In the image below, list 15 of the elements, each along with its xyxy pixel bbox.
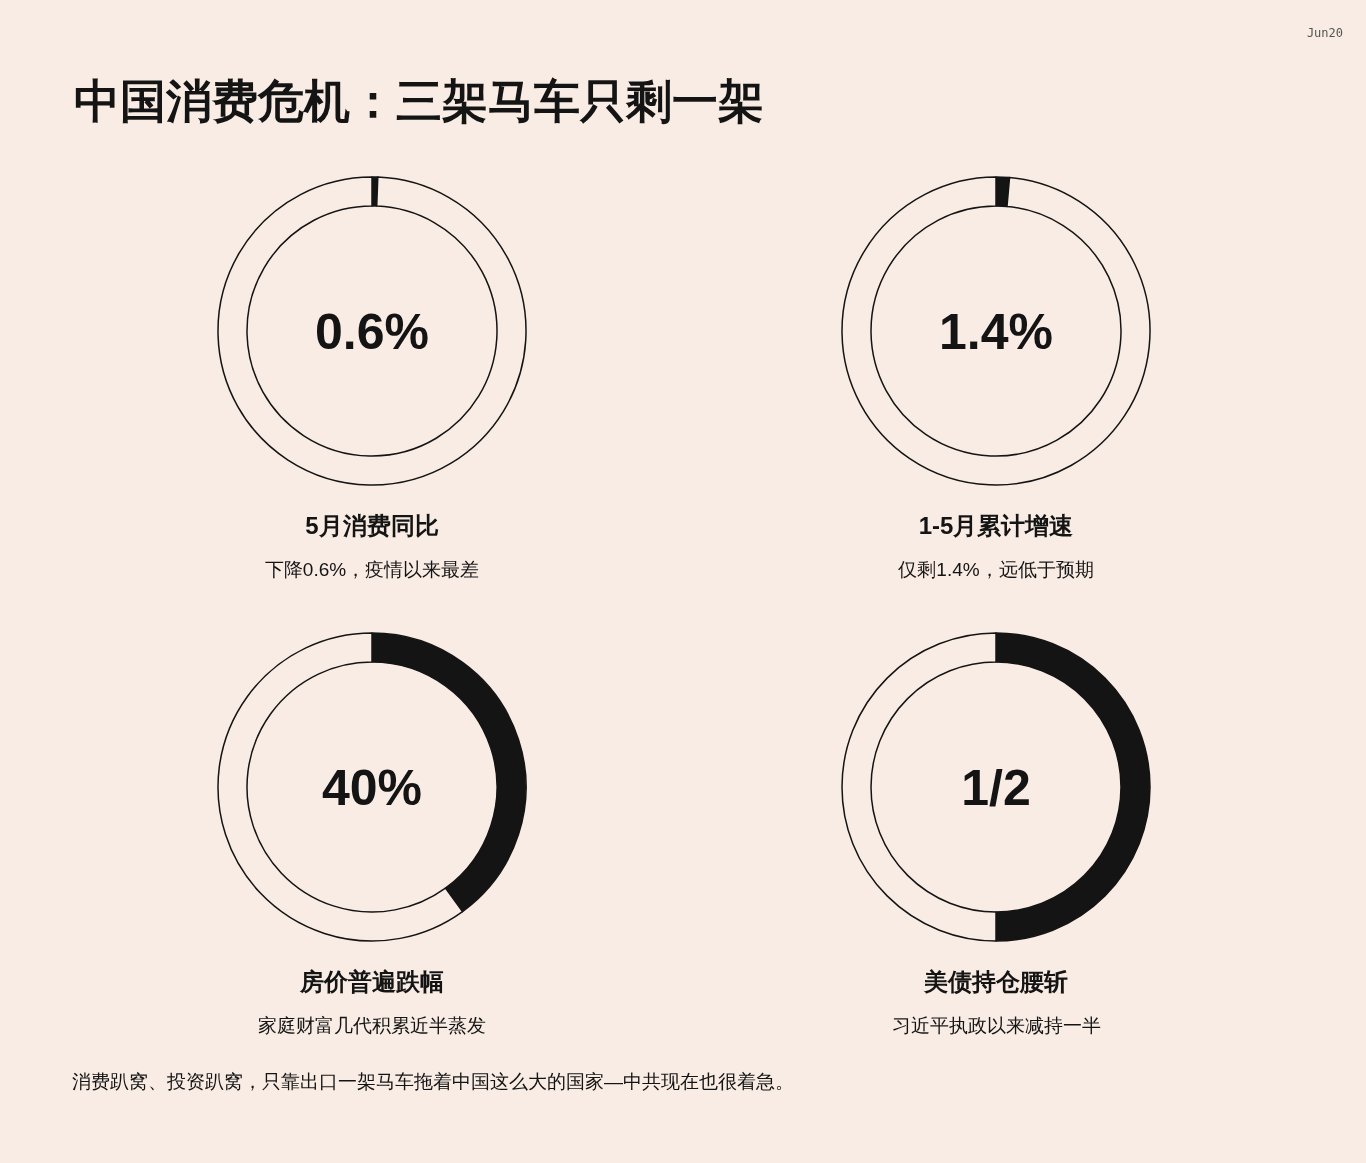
text: 5月消费同比 [305,512,439,539]
text: 1-5月累计增速 [918,512,1074,539]
annotation: 消费趴窝、投资趴窝，只靠出口一架马车拖着中国这么大的国家—中共现在也很着急。 [72,1071,794,1092]
annotation: 40% [321,760,423,816]
annotation: 0.6% [315,304,429,360]
text: 习近平执政以来减持一半 [891,1015,1101,1036]
text: 美债持仓腰斩 [923,968,1068,995]
text: 中国消费危机：三架马车只剩一架 [74,75,764,127]
text: 下降0.6%，疫情以来最差 [264,559,480,580]
text: 仅剩1.4%，远低于预期 [898,559,1094,580]
text: 房价普遍跌幅 [299,968,444,995]
annotation: 1/2 [961,760,1031,816]
annotation: Jun20 [1306,26,1343,40]
annotation: 1.4% [939,304,1053,360]
text: 家庭财富几代积累近半蒸发 [258,1015,486,1036]
